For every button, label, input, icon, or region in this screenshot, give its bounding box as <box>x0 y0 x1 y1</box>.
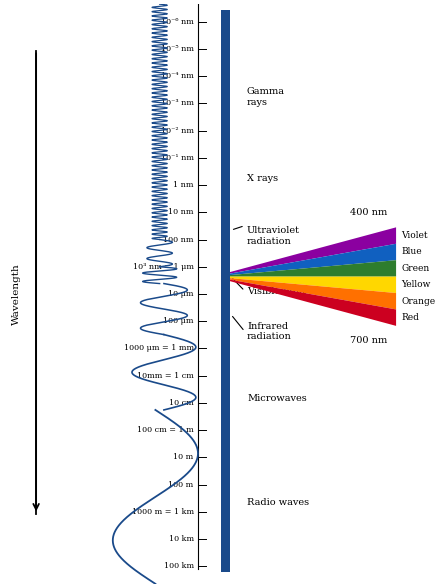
Text: 10⁻⁵ nm: 10⁻⁵ nm <box>161 45 194 53</box>
Text: Microwaves: Microwaves <box>247 394 307 403</box>
Text: 100 cm = 1 m: 100 cm = 1 m <box>137 426 194 434</box>
Text: Radio waves: Radio waves <box>247 498 309 507</box>
Text: 100 km: 100 km <box>164 563 194 570</box>
Text: Violet: Violet <box>401 231 428 240</box>
Text: Red: Red <box>401 313 419 322</box>
Bar <box>221 10 231 572</box>
Text: 10 μm: 10 μm <box>168 290 194 298</box>
Text: Orange: Orange <box>401 297 435 306</box>
Text: 10 m: 10 m <box>174 453 194 462</box>
Polygon shape <box>221 276 396 293</box>
Text: 10⁻² nm: 10⁻² nm <box>161 126 194 135</box>
Text: X rays: X rays <box>247 173 278 182</box>
Polygon shape <box>221 280 396 326</box>
Text: 10⁻⁶ nm: 10⁻⁶ nm <box>161 18 194 25</box>
Text: Green: Green <box>401 264 429 273</box>
Text: Infrared
radiation: Infrared radiation <box>247 322 292 342</box>
Text: 10mm = 1 cm: 10mm = 1 cm <box>137 372 194 380</box>
Text: 400 nm: 400 nm <box>350 208 388 217</box>
Text: 100 m: 100 m <box>169 481 194 489</box>
Text: 10³ nm = 1 μm: 10³ nm = 1 μm <box>133 263 194 270</box>
Text: Yellow: Yellow <box>401 280 431 289</box>
Polygon shape <box>221 228 396 273</box>
Text: 10 cm: 10 cm <box>169 399 194 407</box>
Text: 10⁻¹ nm: 10⁻¹ nm <box>161 154 194 162</box>
Polygon shape <box>221 260 396 276</box>
Text: Wavelength: Wavelength <box>12 263 21 325</box>
Text: 1 nm: 1 nm <box>173 181 194 189</box>
Polygon shape <box>221 278 396 309</box>
Text: 1000 m = 1 km: 1000 m = 1 km <box>132 508 194 516</box>
Text: 10⁻⁴ nm: 10⁻⁴ nm <box>161 72 194 80</box>
Text: Visible light: Visible light <box>247 286 306 296</box>
Text: 10 km: 10 km <box>169 535 194 543</box>
Text: 1000 μm = 1 mm: 1000 μm = 1 mm <box>124 345 194 352</box>
Text: 100 nm: 100 nm <box>163 236 194 243</box>
Text: 10⁻³ nm: 10⁻³ nm <box>161 99 194 107</box>
Text: Gamma
rays: Gamma rays <box>247 87 285 106</box>
Polygon shape <box>221 244 396 275</box>
Text: 10 nm: 10 nm <box>168 208 194 216</box>
Text: Blue: Blue <box>401 248 422 256</box>
Text: 700 nm: 700 nm <box>350 336 388 345</box>
Text: Ultraviolet
radiation: Ultraviolet radiation <box>247 226 300 246</box>
Text: 100 μm: 100 μm <box>163 318 194 325</box>
